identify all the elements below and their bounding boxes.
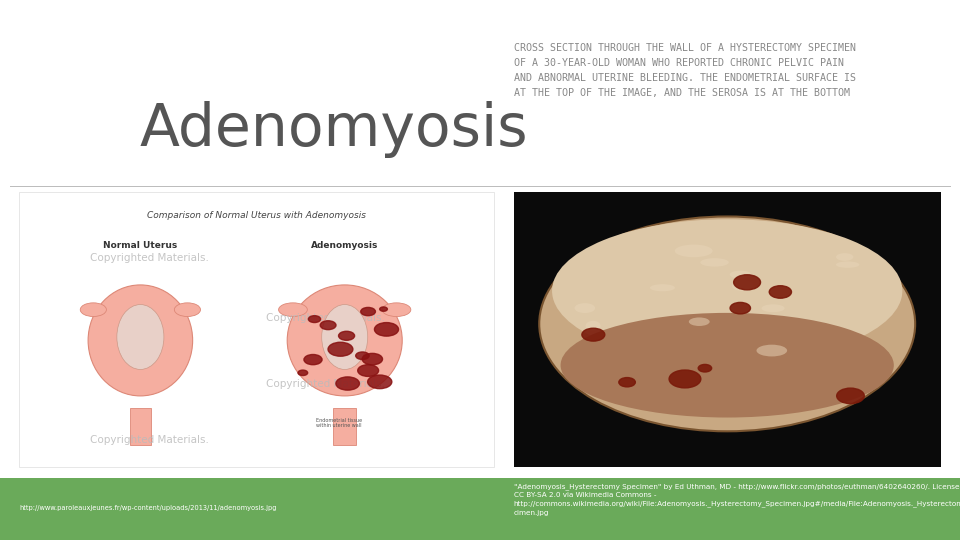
Circle shape <box>298 370 307 375</box>
Ellipse shape <box>732 280 753 291</box>
Ellipse shape <box>540 217 915 431</box>
Circle shape <box>733 275 760 290</box>
Circle shape <box>730 302 751 314</box>
Circle shape <box>339 331 354 340</box>
Ellipse shape <box>675 245 712 257</box>
Circle shape <box>379 307 388 311</box>
Ellipse shape <box>836 253 853 261</box>
Ellipse shape <box>175 303 201 316</box>
Text: CROSS SECTION THROUGH THE WALL OF A HYSTERECTOMY SPECIMEN
OF A 30-YEAR-OLD WOMAN: CROSS SECTION THROUGH THE WALL OF A HYST… <box>514 43 855 98</box>
Text: Normal Uterus: Normal Uterus <box>104 241 178 250</box>
Circle shape <box>304 354 323 364</box>
Circle shape <box>619 377 636 387</box>
Ellipse shape <box>756 345 787 356</box>
FancyBboxPatch shape <box>130 408 151 445</box>
Circle shape <box>374 322 398 336</box>
Text: Copyrighted Materials.: Copyrighted Materials. <box>266 313 385 323</box>
Ellipse shape <box>287 285 402 396</box>
Ellipse shape <box>700 258 729 267</box>
Circle shape <box>362 353 382 365</box>
Text: Adenomyosis: Adenomyosis <box>139 101 528 158</box>
Ellipse shape <box>574 303 595 313</box>
Circle shape <box>308 316 321 322</box>
Ellipse shape <box>689 318 709 326</box>
Circle shape <box>321 321 336 329</box>
Circle shape <box>769 286 791 298</box>
Ellipse shape <box>81 303 107 316</box>
Ellipse shape <box>382 303 411 316</box>
Circle shape <box>328 342 353 356</box>
FancyBboxPatch shape <box>514 192 941 467</box>
Text: Copyrighted Materials.: Copyrighted Materials. <box>266 380 385 389</box>
Ellipse shape <box>322 305 368 369</box>
Text: "Adenomyosis_Hysterectomy Specimen" by Ed Uthman, MD - http://www.flickr.com/pho: "Adenomyosis_Hysterectomy Specimen" by E… <box>514 483 960 516</box>
Ellipse shape <box>88 285 193 396</box>
Ellipse shape <box>561 313 894 417</box>
FancyBboxPatch shape <box>19 192 494 467</box>
Text: Copyrighted Materials.: Copyrighted Materials. <box>90 435 209 444</box>
Ellipse shape <box>552 219 902 362</box>
Ellipse shape <box>761 305 784 312</box>
Circle shape <box>582 328 605 341</box>
FancyBboxPatch shape <box>333 408 356 445</box>
Circle shape <box>698 364 711 372</box>
Ellipse shape <box>278 303 307 316</box>
Circle shape <box>361 307 375 316</box>
Circle shape <box>358 364 378 376</box>
Ellipse shape <box>730 271 752 279</box>
Text: Copyrighted Materials.: Copyrighted Materials. <box>90 253 209 263</box>
Text: Endometrial tissue
within uterine wall: Endometrial tissue within uterine wall <box>316 417 362 428</box>
Circle shape <box>837 388 864 404</box>
Circle shape <box>368 375 392 389</box>
Circle shape <box>336 377 359 390</box>
Circle shape <box>356 352 370 360</box>
Ellipse shape <box>586 321 601 331</box>
Ellipse shape <box>117 305 164 369</box>
Text: Adenomyosis: Adenomyosis <box>311 241 378 250</box>
Text: http://www.paroleauxjeunes.fr/wp-content/uploads/2013/11/adenomyosis.jpg: http://www.paroleauxjeunes.fr/wp-content… <box>19 505 276 511</box>
Text: Comparison of Normal Uterus with Adenomyosis: Comparison of Normal Uterus with Adenomy… <box>147 211 367 220</box>
Circle shape <box>669 370 701 388</box>
Ellipse shape <box>650 284 675 291</box>
FancyBboxPatch shape <box>0 478 960 540</box>
Ellipse shape <box>836 261 859 268</box>
